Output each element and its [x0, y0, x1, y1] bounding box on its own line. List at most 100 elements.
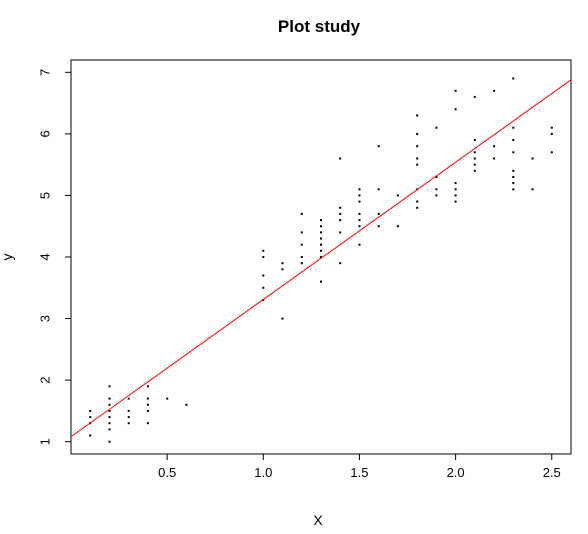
data-point [512, 151, 515, 154]
data-point [358, 194, 361, 197]
data-point [454, 200, 457, 203]
data-point [262, 274, 265, 277]
data-point [550, 132, 553, 135]
data-point [108, 403, 111, 406]
data-point [127, 397, 130, 400]
x-tick-label: 2.0 [447, 465, 465, 480]
data-point [358, 219, 361, 222]
data-point [339, 206, 342, 209]
y-tick-label: 4 [38, 253, 53, 260]
x-axis-label: X [313, 512, 323, 528]
data-point [358, 212, 361, 215]
data-point [300, 212, 303, 215]
regression-line [70, 79, 572, 438]
data-point [108, 440, 111, 443]
x-axis: 0.5 1.0 1.5 2.0 2.5 [158, 454, 561, 480]
data-point [493, 145, 496, 148]
data-point [512, 126, 515, 129]
y-tick-label: 6 [38, 130, 53, 137]
data-point [435, 176, 438, 178]
data-point [108, 428, 111, 431]
data-point [454, 108, 457, 111]
x-tick-label: 1.0 [254, 465, 272, 480]
data-point [146, 409, 149, 412]
data-point [531, 188, 534, 191]
data-point [300, 231, 303, 234]
data-point [473, 151, 476, 154]
data-point [89, 416, 92, 419]
data-point [416, 157, 419, 160]
data-point [339, 231, 342, 234]
y-tick-label: 2 [38, 377, 53, 384]
data-point [473, 169, 476, 172]
data-point [512, 77, 515, 80]
data-point [473, 139, 476, 141]
data-point [281, 317, 284, 320]
data-point [320, 225, 322, 228]
data-point [377, 188, 380, 191]
data-point [300, 262, 303, 265]
data-point [89, 434, 92, 437]
data-point [339, 212, 342, 215]
data-point [550, 151, 553, 154]
y-tick-label: 5 [38, 192, 53, 199]
data-point [396, 225, 399, 228]
data-point [108, 422, 111, 425]
data-point [358, 225, 361, 228]
chart-title: Plot study [278, 17, 361, 36]
data-point [358, 188, 361, 191]
x-tick-label: 1.5 [350, 465, 368, 480]
data-point [473, 163, 476, 166]
data-point [512, 188, 515, 191]
x-tick-label: 2.5 [543, 465, 561, 480]
x-tick-label: 0.5 [158, 465, 176, 480]
data-point [454, 194, 457, 197]
data-point [493, 157, 496, 160]
data-point [377, 145, 380, 148]
data-point [358, 243, 361, 246]
data-point [435, 194, 438, 197]
data-point [262, 299, 265, 302]
data-point [300, 256, 303, 258]
data-point [416, 200, 419, 203]
data-point [89, 409, 92, 412]
data-point [320, 280, 322, 283]
data-point [320, 231, 322, 234]
data-point [262, 286, 265, 289]
data-point [320, 256, 322, 258]
data-point [108, 409, 111, 412]
data-point [300, 243, 303, 246]
data-point [339, 219, 342, 222]
data-point [108, 397, 111, 400]
data-point [108, 385, 111, 388]
data-point [339, 262, 342, 265]
data-point [473, 95, 476, 98]
y-axis-label: y [0, 254, 15, 261]
y-tick-label: 7 [38, 69, 53, 76]
data-point [416, 114, 419, 117]
data-point [320, 237, 322, 240]
data-point [454, 89, 457, 92]
data-point [512, 169, 515, 172]
data-point [416, 132, 419, 135]
data-point [127, 416, 130, 419]
data-point [550, 126, 553, 129]
data-point [146, 422, 149, 425]
data-point [320, 249, 322, 252]
data-point [185, 403, 188, 406]
data-points [89, 77, 553, 443]
data-point [416, 206, 419, 209]
data-point [396, 194, 399, 197]
data-point [262, 249, 265, 252]
data-point [377, 212, 380, 215]
data-point [320, 219, 322, 222]
data-point [416, 163, 419, 166]
data-point [320, 243, 322, 246]
data-point [493, 89, 496, 92]
data-point [358, 200, 361, 203]
regression-line-layer [70, 79, 572, 438]
y-tick-label: 1 [38, 438, 53, 445]
data-point [512, 182, 515, 185]
data-point [281, 262, 284, 265]
